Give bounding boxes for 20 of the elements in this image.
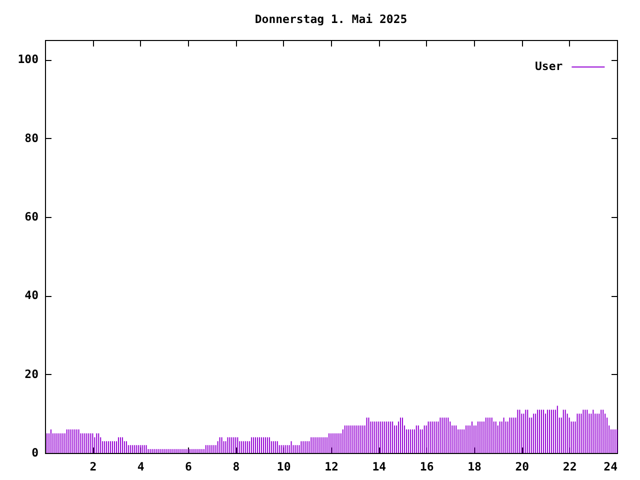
- x-tick-label: 16: [420, 460, 434, 474]
- x-tick-label: 14: [372, 460, 386, 474]
- x-tick-label: 24: [604, 460, 618, 474]
- y-tick-label: 0: [32, 446, 39, 460]
- x-tick-label: 20: [515, 460, 530, 474]
- x-tick-label: 2: [90, 460, 97, 474]
- x-tick-label: 18: [468, 460, 482, 474]
- y-tick-label: 100: [18, 52, 39, 66]
- y-tick-label: 40: [24, 288, 39, 302]
- x-tick-label: 12: [324, 460, 338, 474]
- y-tick-label: 80: [24, 130, 39, 145]
- y-tick-label: 20: [24, 366, 39, 381]
- x-tick-label: 4: [137, 460, 144, 474]
- x-tick-label: 10: [276, 460, 291, 474]
- legend-label: User: [535, 59, 563, 73]
- y-tick-label: 60: [24, 210, 39, 224]
- x-tick-label: 8: [232, 460, 240, 474]
- chart-title: Donnerstag 1. Mai 2025: [254, 12, 408, 26]
- x-tick-label: 22: [562, 460, 577, 474]
- x-tick-label: 6: [185, 460, 192, 474]
